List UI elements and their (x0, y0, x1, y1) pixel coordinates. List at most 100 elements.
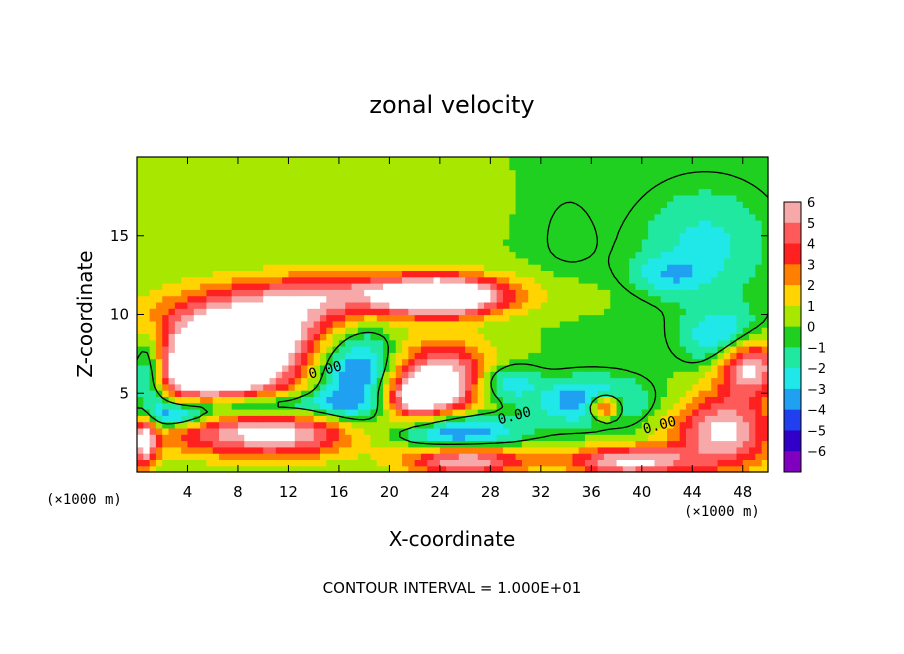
heatmap-cell (711, 213, 719, 221)
heatmap-cell (547, 333, 555, 341)
heatmap-cell (673, 308, 681, 316)
heatmap-cell (420, 257, 428, 265)
heatmap-cell (578, 358, 586, 366)
heatmap-cell (225, 390, 233, 397)
heatmap-cell (225, 465, 233, 473)
heatmap-cell (181, 301, 189, 309)
heatmap-cell (761, 346, 769, 353)
heatmap-cell (269, 446, 277, 454)
heatmap-cell (250, 220, 258, 227)
heatmap-cell (465, 283, 473, 290)
heatmap-cell (761, 238, 769, 246)
heatmap-cell (692, 213, 700, 221)
heatmap-cell (477, 421, 485, 429)
heatmap-cell (364, 364, 372, 372)
heatmap-cell (465, 459, 473, 467)
heatmap-cell (250, 245, 258, 253)
heatmap-cell (433, 364, 441, 372)
heatmap-cell (679, 364, 687, 372)
heatmap-cell (610, 270, 618, 278)
heatmap-cell (698, 390, 706, 397)
heatmap-cell (294, 440, 302, 448)
heatmap-cell (383, 434, 390, 442)
heatmap-cell (559, 270, 567, 278)
heatmap-cell (578, 169, 586, 177)
heatmap-cell (635, 301, 643, 309)
heatmap-cell (420, 238, 428, 246)
heatmap-cell (219, 175, 226, 183)
heatmap-cell (749, 377, 756, 385)
heatmap-cell (578, 364, 586, 372)
heatmap-cell (288, 415, 296, 423)
heatmap-cell (717, 333, 725, 341)
heatmap-cell (282, 207, 290, 215)
heatmap-cell (490, 308, 498, 316)
heatmap-cell (439, 289, 447, 297)
heatmap-cell (219, 364, 226, 372)
heatmap-cell (660, 301, 668, 309)
heatmap-cell (629, 427, 637, 435)
heatmap-cell (275, 364, 283, 372)
heatmap-cell (181, 226, 189, 234)
heatmap-cell (326, 220, 334, 227)
heatmap-cell (591, 352, 599, 360)
heatmap-cell (761, 358, 769, 366)
heatmap-cell (641, 421, 649, 429)
heatmap-cell (143, 383, 151, 391)
heatmap-cell (629, 245, 637, 253)
heatmap-cell (553, 415, 561, 423)
heatmap-cell (282, 213, 290, 221)
heatmap-cell (528, 465, 536, 473)
heatmap-cell (395, 352, 403, 360)
heatmap-cell (446, 226, 454, 234)
heatmap-cell (717, 352, 725, 360)
heatmap-cell (452, 194, 460, 202)
heatmap-cell (622, 459, 630, 467)
heatmap-cell (730, 427, 738, 435)
heatmap-cell (332, 409, 340, 416)
heatmap-cell (200, 194, 208, 202)
heatmap-cell (711, 434, 719, 442)
heatmap-cell (704, 213, 712, 221)
heatmap-cell (187, 232, 195, 240)
heatmap-cell (540, 283, 548, 290)
heatmap-cell (370, 163, 378, 171)
heatmap-cell (553, 295, 561, 303)
heatmap-cell (616, 257, 624, 265)
heatmap-cell (465, 421, 473, 429)
heatmap-cell (427, 459, 435, 467)
heatmap-cell (641, 352, 649, 360)
heatmap-cell (761, 314, 769, 322)
heatmap-cell (162, 194, 170, 202)
heatmap-cell (723, 207, 731, 215)
heatmap-cell (673, 289, 681, 297)
heatmap-cell (395, 226, 403, 234)
heatmap-cell (673, 226, 681, 234)
heatmap-cell (275, 465, 283, 473)
heatmap-cell (723, 390, 731, 397)
heatmap-cell (294, 295, 302, 303)
heatmap-cell (313, 175, 321, 183)
heatmap-cell (206, 270, 214, 278)
heatmap-cell (250, 289, 258, 297)
heatmap-cell (502, 207, 510, 215)
heatmap-cell (597, 201, 605, 208)
heatmap-cell (465, 201, 473, 208)
heatmap-cell (761, 308, 769, 316)
heatmap-cell (301, 390, 308, 397)
heatmap-cell (685, 245, 693, 253)
heatmap-cell (591, 377, 599, 385)
heatmap-cell (723, 201, 731, 208)
heatmap-cell (376, 327, 384, 334)
heatmap-cell (692, 434, 700, 442)
heatmap-cell (137, 383, 144, 391)
heatmap-cell (345, 182, 353, 190)
heatmap-cell (168, 346, 176, 353)
heatmap-cell (326, 182, 334, 190)
heatmap-cell (143, 333, 151, 341)
heatmap-cell (408, 346, 416, 353)
heatmap-cell (250, 409, 258, 416)
heatmap-cell (282, 421, 290, 429)
heatmap-cell (502, 327, 510, 334)
heatmap-cell (408, 371, 416, 379)
